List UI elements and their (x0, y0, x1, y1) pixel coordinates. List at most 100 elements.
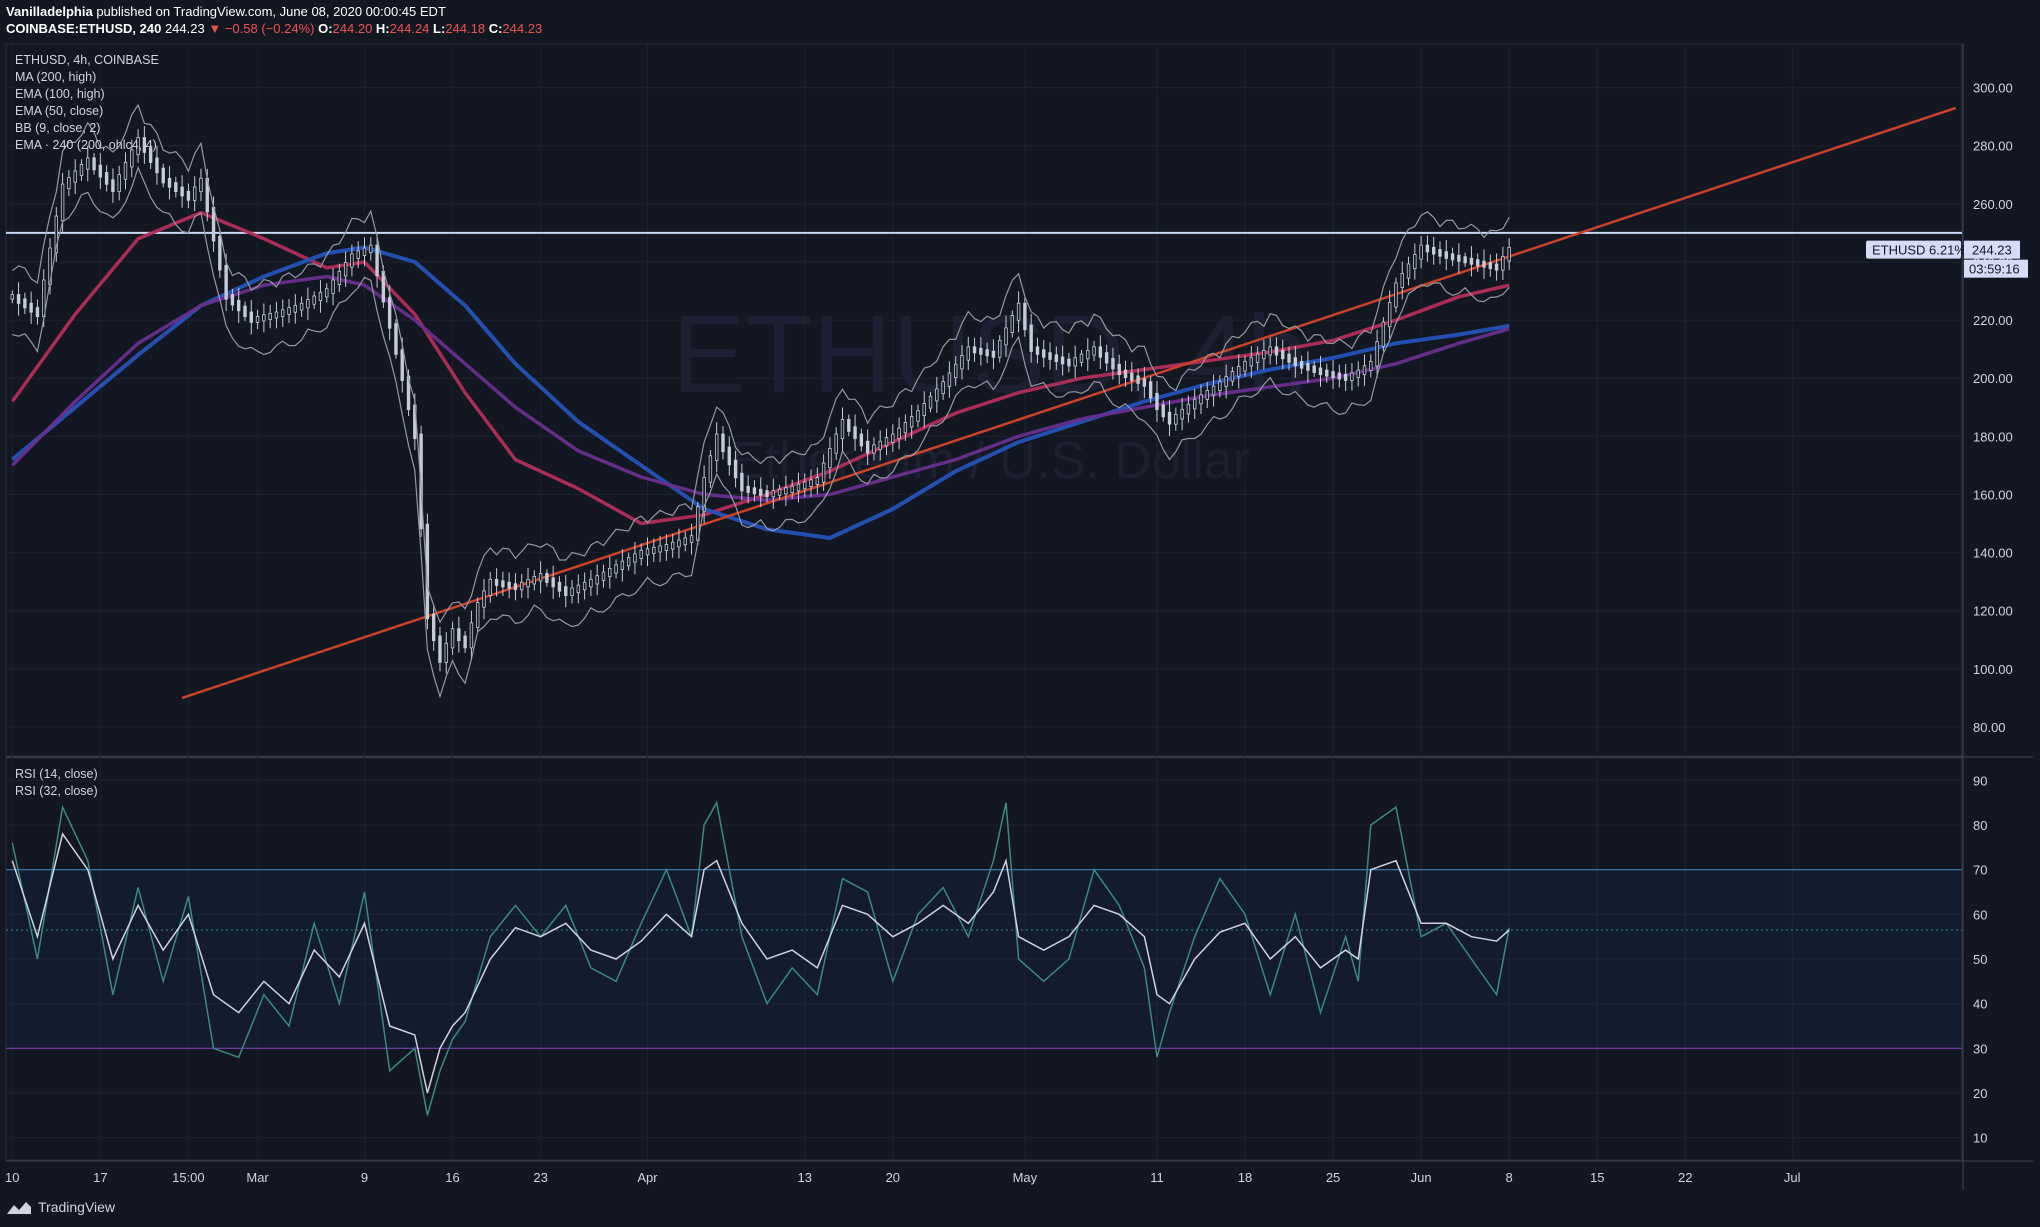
candle-body (1174, 413, 1178, 425)
candle-body (1205, 390, 1209, 400)
candle-body (1463, 256, 1467, 264)
author-name[interactable]: Vanilladelphia (6, 4, 93, 19)
candle-body (431, 613, 436, 642)
candle-body (1444, 251, 1448, 259)
legend-bb[interactable]: BB (9, close, 2) (15, 121, 101, 135)
high-value: 244.24 (389, 21, 430, 36)
candle-body (350, 253, 354, 268)
candle-body (960, 355, 964, 370)
candle-body (966, 346, 970, 361)
candle-body (1501, 255, 1505, 271)
legend-rsi14[interactable]: RSI (14, close) (15, 767, 98, 781)
candle-body (1218, 381, 1222, 392)
candle-body (658, 545, 662, 553)
countdown-value: 03:59:16 (1969, 262, 2020, 277)
price-tick-label: 200.00 (1973, 371, 2013, 386)
candle-body (1268, 346, 1272, 356)
rsi-tick-label: 80 (1973, 818, 1987, 833)
ohlc-line: COINBASE:ETHUSD, 240 244.23 ▼ −0.58 (−0.… (6, 21, 542, 36)
candle-body (935, 388, 939, 402)
candle-body (155, 157, 159, 174)
x-tick-label: 22 (1678, 1170, 1692, 1185)
candle-body (1111, 358, 1115, 370)
legend-ema50[interactable]: EMA (50, close) (15, 104, 104, 118)
footer-brand[interactable]: TradingView (38, 1199, 116, 1215)
candle-body (1281, 350, 1285, 360)
candle-body (1476, 259, 1480, 267)
candle-body (98, 164, 103, 178)
candle-body (54, 215, 59, 254)
candle-body (1494, 263, 1499, 271)
rsi-tick-label: 30 (1973, 1041, 1987, 1056)
candle-body (740, 472, 744, 492)
price-tag-value: 244.23 (1972, 243, 2012, 258)
candle-body (243, 305, 247, 317)
candle-body (237, 299, 241, 312)
legend-ema240[interactable]: EMA · 240 (200, ohlc4, 4) (15, 138, 157, 152)
candle-body (16, 294, 21, 304)
candle-body (947, 372, 952, 387)
candle-body (356, 250, 360, 259)
candle-body (1406, 263, 1411, 279)
candle-body (1161, 404, 1165, 418)
candle-body (29, 302, 33, 313)
high-label: H: (375, 21, 390, 36)
candle-body (1048, 352, 1052, 360)
candle-body (507, 581, 511, 589)
candle-body (1469, 257, 1474, 265)
legend-symbol[interactable]: ETHUSD, 4h, COINBASE (15, 53, 159, 67)
candle-body (645, 548, 650, 556)
candle-body (457, 628, 461, 642)
candle-body (953, 363, 958, 379)
rsi32-line (11, 800, 1510, 1116)
candle-body (771, 490, 776, 498)
candle-body (400, 349, 404, 381)
candle-body (60, 183, 65, 222)
candle-body (872, 444, 876, 454)
legend-rsi32[interactable]: RSI (32, close) (15, 784, 98, 798)
x-tick-label: 15:00 (172, 1170, 205, 1185)
candle-body (821, 462, 826, 483)
candle-body (1079, 353, 1084, 363)
candle-body (249, 311, 253, 323)
candle-body (1167, 411, 1172, 425)
price-tick-label: 140.00 (1973, 546, 2013, 561)
ema240-line (11, 274, 1510, 503)
price-tag-label: ETHUSD 6.21% (1872, 243, 1966, 258)
legend-ema100[interactable]: EMA (100, high) (15, 87, 105, 101)
candle-body (1155, 392, 1159, 410)
candle-body (136, 137, 140, 155)
x-tick-label: 10 (5, 1170, 19, 1185)
symbol-name: COINBASE:ETHUSD, 240 (6, 21, 162, 36)
candle-body (752, 487, 757, 495)
candle-body (1343, 374, 1348, 381)
down-arrow-icon: ▼ (208, 21, 222, 36)
candle-body (262, 314, 266, 322)
open-label: O: (318, 21, 333, 36)
x-tick-label: 23 (533, 1170, 547, 1185)
candle-body (318, 291, 323, 302)
countdown-box (1964, 259, 2028, 278)
candle-body (117, 174, 121, 193)
candle-body (375, 244, 379, 277)
candle-body (104, 172, 109, 185)
candle-body (834, 433, 838, 454)
rsi-band-fill (6, 869, 1962, 1049)
legend-ma200[interactable]: MA (200, high) (15, 70, 97, 84)
candle-body (972, 346, 977, 354)
bb-upper-line (11, 103, 1510, 624)
price-legend: ETHUSD, 4h, COINBASE MA (200, high) EMA … (15, 52, 159, 154)
candle-body (1262, 350, 1266, 360)
candle-body (853, 426, 857, 440)
candle-body (494, 578, 499, 586)
price-tick-label: 100.00 (1973, 662, 2013, 677)
candle-body (1073, 357, 1077, 367)
price-tick-label: 80.00 (1973, 720, 2006, 735)
candle-body (1482, 260, 1486, 268)
candle-body (444, 642, 448, 663)
candle-body (1507, 246, 1511, 262)
candle-body (664, 544, 669, 551)
candle-body (746, 485, 750, 493)
candle-body (803, 481, 807, 490)
